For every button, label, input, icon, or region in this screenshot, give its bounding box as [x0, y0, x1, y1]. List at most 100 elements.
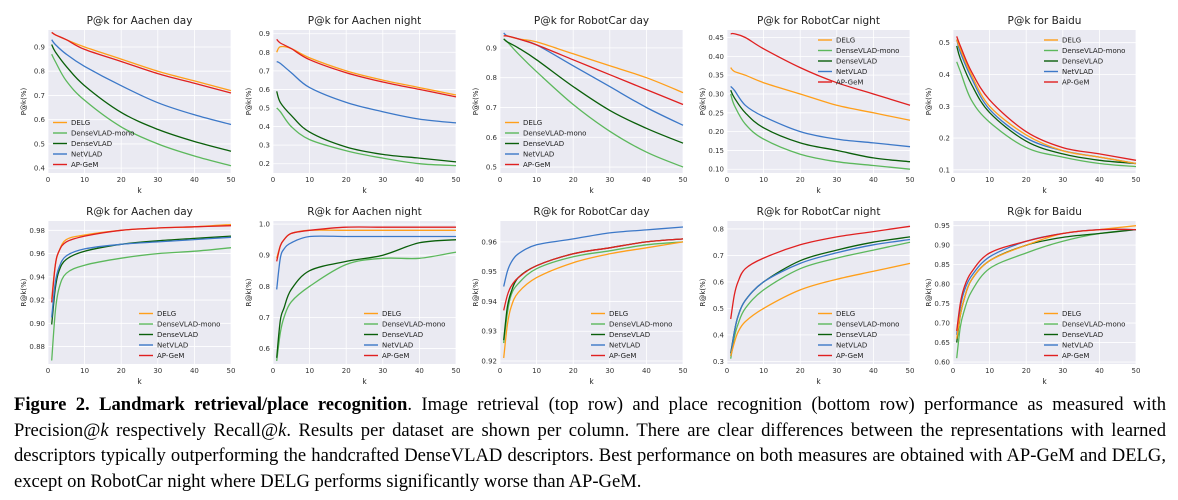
legend-label: NetVLAD [523, 151, 554, 159]
y-tick-label: 0.9 [259, 30, 270, 38]
y-tick-label: 0.4 [259, 123, 271, 131]
legend-label: AP-GeM [382, 352, 409, 360]
series-line-ap-gem [956, 228, 1137, 331]
x-axis-label: k [137, 377, 142, 386]
y-tick-label: 0.2 [259, 160, 270, 168]
chart-panel-3: 0 10 20 30 40 50 0.5 0.6 0.7 0.8 0.9 P@k for RobotC… [472, 15, 687, 195]
y-axis-label: P@k(%) [925, 88, 933, 116]
x-tick-label: 20 [796, 367, 805, 375]
y-tick-label: 0.5 [713, 305, 724, 313]
x-tick-label: 30 [153, 367, 162, 375]
series-line-netvlad [276, 60, 457, 124]
legend: DELG DenseVLAD-mono DenseVLAD NetVLAD AP-GeM [1044, 310, 1125, 360]
x-tick-label: 10 [759, 367, 768, 375]
y-tick-label: 0.65 [934, 339, 950, 347]
x-axis-label: k [589, 186, 594, 195]
series-line-netvlad [276, 235, 456, 290]
x-axis-label: k [1042, 377, 1047, 386]
legend-label: DenseVLAD [1062, 331, 1103, 339]
x-axis-label: k [816, 377, 821, 386]
legend-label: NetVLAD [836, 68, 867, 76]
series-line-densevlad [276, 91, 457, 163]
series-line-delg [730, 67, 911, 121]
legend: DELG DenseVLAD-mono DenseVLAD NetVLAD AP-GeM [139, 310, 220, 360]
legend-label: DenseVLAD [382, 331, 423, 339]
x-tick-label: 20 [569, 176, 578, 184]
y-tick-label: 0.8 [259, 49, 270, 57]
x-axis-label: k [1042, 186, 1047, 195]
series-line-netvlad [730, 85, 911, 148]
chart-title: P@k for Aachen night [308, 15, 422, 27]
x-tick-label: 10 [985, 367, 994, 375]
legend-label: DenseVLAD [609, 331, 650, 339]
legend-label: DELG [609, 310, 628, 318]
x-tick-label: 20 [117, 176, 126, 184]
y-tick-label: 0.2 [939, 135, 950, 143]
y-tick-label: 0.40 [708, 53, 724, 61]
series-line-densevlad-mono [956, 228, 1137, 359]
x-tick-label: 50 [679, 176, 688, 184]
x-tick-label: 10 [80, 176, 89, 184]
y-tick-label: 0.6 [486, 134, 498, 142]
x-tick-label: 40 [869, 367, 878, 375]
series-line-ap-gem [730, 32, 911, 106]
figure-grid: 0 10 20 30 40 50 0.4 0.5 0.6 0.7 0.8 0.9 P@k for Aac… [20, 15, 1140, 386]
y-axis-label: R@k(%) [925, 278, 933, 306]
legend-label: DenseVLAD-mono [836, 47, 899, 55]
x-axis-label: k [362, 377, 367, 386]
caption-text-3: . Results per dataset are shown per colu… [14, 419, 1166, 492]
y-tick-label: 0.94 [29, 273, 45, 281]
series-line-ap-gem [730, 225, 911, 320]
legend: DELG DenseVLAD-mono DenseVLAD NetVLAD AP-GeM [1044, 37, 1125, 87]
legend-label: NetVLAD [1062, 68, 1093, 76]
caption-text-2: respectively Recall@ [108, 419, 279, 441]
legend-label: DenseVLAD-mono [71, 130, 134, 138]
y-tick-label: 0.4 [713, 331, 725, 339]
y-tick-label: 0.3 [713, 358, 724, 366]
y-tick-label: 1.0 [259, 221, 270, 229]
legend-label: AP-GeM [157, 352, 184, 360]
x-tick-label: 40 [190, 367, 199, 375]
y-tick-label: 0.1 [939, 166, 950, 174]
y-tick-label: 0.20 [708, 128, 724, 136]
series-line-densevlad-mono [503, 241, 684, 344]
y-axis-label: R@k(%) [699, 278, 707, 306]
x-axis-label: k [816, 186, 821, 195]
plot-area [48, 30, 231, 173]
chart-panel-7: 0 10 20 30 40 50 0.6 0.7 0.8 0.9 1.0 R@k for Aachen… [245, 206, 460, 386]
legend-label: NetVLAD [71, 151, 102, 159]
x-tick-label: 20 [569, 367, 578, 375]
y-tick-label: 0.95 [481, 268, 497, 276]
legend-label: DenseVLAD-mono [157, 321, 220, 329]
series-line-densevlad-mono [730, 241, 911, 359]
y-tick-label: 0.3 [259, 142, 270, 150]
chart-panel-1: 0 10 20 30 40 50 0.4 0.5 0.6 0.7 0.8 0.9 P@k for Aac… [20, 15, 235, 195]
chart-title: R@k for RobotCar day [533, 206, 649, 218]
y-tick-label: 0.45 [708, 34, 724, 42]
series-line-netvlad [730, 238, 911, 357]
legend-label: DenseVLAD [836, 58, 877, 66]
series-line-densevlad [51, 44, 232, 152]
x-tick-label: 30 [605, 176, 614, 184]
legend-label: DELG [382, 310, 401, 318]
x-tick-label: 30 [153, 176, 162, 184]
legend-label: NetVLAD [157, 342, 188, 350]
legend-label: DenseVLAD-mono [609, 321, 672, 329]
x-tick-label: 40 [415, 367, 424, 375]
series-line-delg [276, 45, 457, 96]
legend-label: AP-GeM [1062, 352, 1089, 360]
plot-area [500, 221, 683, 364]
plot-area [500, 30, 683, 173]
y-tick-label: 0.90 [934, 242, 950, 250]
chart-title: R@k for Aachen night [307, 206, 422, 218]
y-tick-label: 0.96 [29, 250, 45, 258]
series-line-densevlad-mono [956, 61, 1137, 168]
x-tick-label: 20 [1022, 367, 1031, 375]
y-tick-label: 0.90 [29, 320, 45, 328]
y-tick-label: 0.5 [939, 39, 950, 47]
legend-label: AP-GeM [609, 352, 636, 360]
chart-panel-5: 0 10 20 30 40 50 0.1 0.2 0.3 0.4 0.5 P@k for Baidu k… [925, 15, 1140, 195]
y-tick-label: 0.4 [939, 71, 951, 79]
legend-label: DELG [157, 310, 176, 318]
y-tick-label: 0.95 [934, 222, 950, 230]
